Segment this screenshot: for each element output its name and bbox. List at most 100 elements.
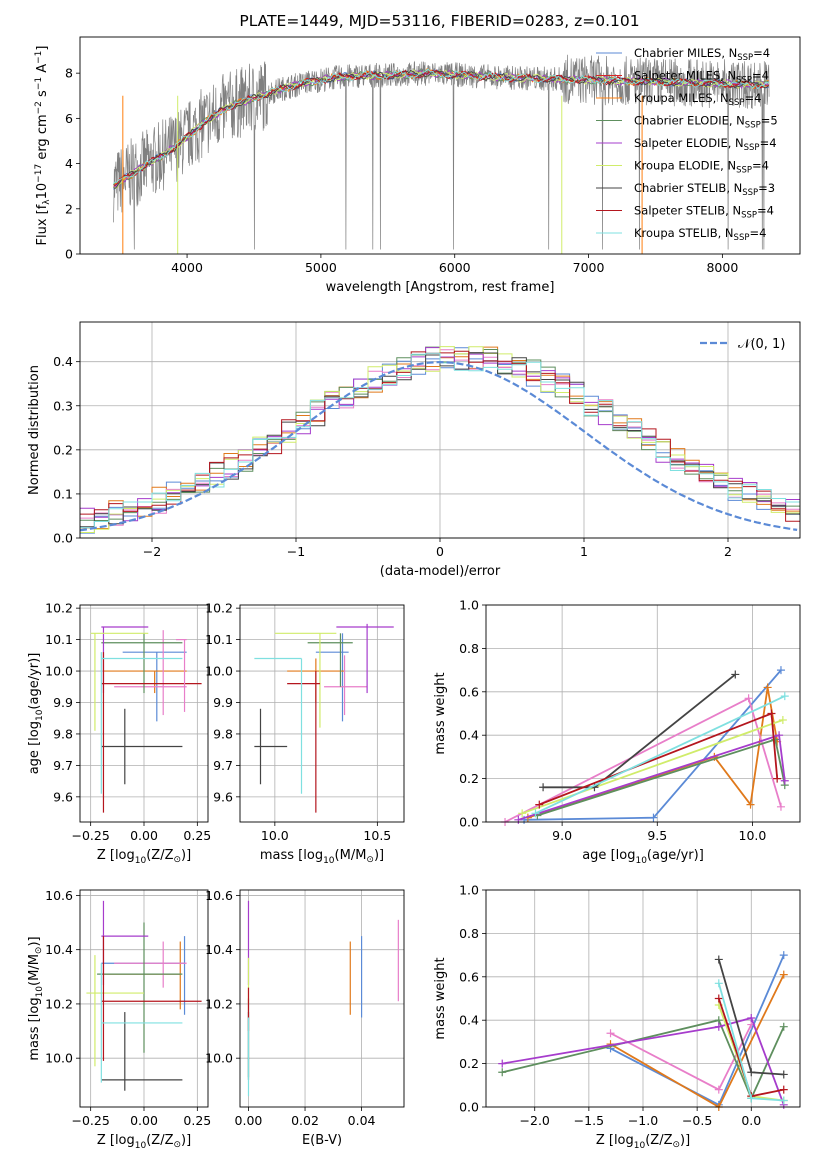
x-axis-label: age [log10(age/yr)] bbox=[582, 848, 704, 866]
legend-entry: Chabrier STELIB, NSSP=3 bbox=[634, 181, 775, 198]
weight-line bbox=[535, 695, 786, 815]
x-tick-label: 0.02 bbox=[291, 1113, 319, 1128]
legend-entry: Salpeter STELIB, NSSP=4 bbox=[634, 204, 774, 221]
weight-line bbox=[543, 673, 736, 789]
weight-marker bbox=[776, 802, 785, 811]
x-tick-label: −2 bbox=[143, 544, 161, 559]
y-tick-label: 9.9 bbox=[213, 695, 233, 710]
y-tick-label: 0.0 bbox=[459, 815, 479, 830]
y-tick-label: 0.6 bbox=[459, 969, 479, 984]
y-tick-label: 0.2 bbox=[459, 771, 479, 786]
legend-entry: 𝒩(0, 1) bbox=[738, 337, 785, 352]
y-tick-label: 9.8 bbox=[213, 726, 233, 741]
y-axis-label: Flux [fλ10−17 erg cm−2 s−1 A−1] bbox=[34, 46, 52, 246]
y-tick-label: 6 bbox=[65, 111, 73, 126]
y-tick-label: 10.4 bbox=[45, 942, 73, 957]
y-tick-label: 1.0 bbox=[459, 598, 479, 613]
axes-frame bbox=[79, 321, 801, 539]
weight-marker bbox=[779, 1070, 788, 1079]
weight-marker bbox=[775, 731, 784, 740]
x-axis-label: (data-model)/error bbox=[380, 564, 501, 579]
weight-marker bbox=[744, 694, 753, 703]
panel-weight-vs-age: 9.0 9.5 10.0 0.0 0.2 0.4 0.6 0.8 1.0 age [log10(a… bbox=[433, 598, 801, 866]
model-spectrum-line bbox=[113, 68, 769, 185]
weight-marker bbox=[514, 815, 523, 824]
weight-marker bbox=[779, 1085, 788, 1094]
weight-line bbox=[538, 712, 779, 806]
gaussian-curve bbox=[80, 360, 798, 532]
weight-line bbox=[521, 719, 784, 815]
x-tick-label: 4000 bbox=[171, 260, 203, 275]
axes-frame bbox=[79, 889, 209, 1108]
y-tick-label: 10.2 bbox=[205, 996, 233, 1011]
y-tick-label: 10.2 bbox=[45, 601, 73, 616]
y-tick-label: 0 bbox=[65, 247, 73, 262]
x-axis-label: wavelength [Angstrom, rest frame] bbox=[326, 280, 555, 295]
x-tick-label: 0.25 bbox=[183, 828, 211, 843]
y-tick-label: 1.0 bbox=[459, 883, 479, 898]
x-tick-label: 7000 bbox=[573, 260, 605, 275]
model-spectrum-line bbox=[113, 69, 769, 189]
x-tick-label: 9.0 bbox=[552, 828, 572, 843]
axes-frame bbox=[239, 604, 405, 823]
x-tick-label: 0.00 bbox=[130, 1113, 158, 1128]
weight-marker bbox=[767, 709, 776, 718]
weight-marker bbox=[714, 994, 723, 1003]
y-tick-label: 0.6 bbox=[459, 684, 479, 699]
y-axis-label: mass weight bbox=[433, 957, 448, 1039]
weight-marker bbox=[763, 683, 772, 692]
y-tick-label: 0.4 bbox=[53, 354, 73, 369]
weight-marker bbox=[779, 1096, 788, 1105]
panel-mass-vs-EBV: 0.00 0.02 0.04 10.0 10.2 10.4 10.6 E(B-V) bbox=[205, 888, 405, 1148]
y-tick-label: 4 bbox=[65, 156, 73, 171]
panel-mass-vs-Z: −0.25 0.00 0.25 10.0 10.2 10.4 10.6 Z [log10(Z/… bbox=[27, 888, 211, 1151]
x-tick-label: 10.5 bbox=[363, 828, 391, 843]
x-axis-label: Z [log10(Z/Z⊙)] bbox=[97, 1133, 191, 1151]
x-tick-label: 2 bbox=[724, 544, 732, 559]
x-tick-label: −0.25 bbox=[72, 1113, 110, 1128]
legend-entry: Salpeter ELODIE, NSSP=4 bbox=[634, 136, 777, 153]
weight-marker bbox=[747, 1068, 756, 1077]
x-tick-label: 5000 bbox=[305, 260, 337, 275]
weight-marker bbox=[746, 800, 755, 809]
x-axis-label: Z [log10(Z/Z⊙)] bbox=[596, 1133, 690, 1151]
x-axis-label: Z [log10(Z/Z⊙)] bbox=[97, 848, 191, 866]
weight-marker bbox=[776, 666, 785, 675]
x-tick-label: 6000 bbox=[439, 260, 471, 275]
x-tick-label: 0.04 bbox=[348, 1113, 376, 1128]
x-tick-label: 0.25 bbox=[183, 1113, 211, 1128]
y-tick-label: 10.1 bbox=[45, 632, 73, 647]
x-tick-label: −0.25 bbox=[72, 828, 110, 843]
x-tick-label: −1.5 bbox=[574, 1113, 604, 1128]
y-tick-label: 10.0 bbox=[45, 664, 73, 679]
x-tick-label: 9.5 bbox=[647, 828, 667, 843]
figure-title: PLATE=1449, MJD=53116, FIBERID=0283, z=0… bbox=[239, 12, 640, 30]
weight-marker bbox=[779, 970, 788, 979]
y-tick-label: 0.2 bbox=[53, 442, 73, 457]
y-tick-label: 10.1 bbox=[205, 632, 233, 647]
y-tick-label: 9.6 bbox=[213, 789, 233, 804]
weight-marker bbox=[535, 800, 544, 809]
y-tick-label: 0.4 bbox=[459, 728, 479, 743]
y-tick-label: 0.0 bbox=[459, 1100, 479, 1115]
weight-marker bbox=[606, 1029, 615, 1038]
histogram-area bbox=[80, 346, 800, 534]
y-tick-label: 10.2 bbox=[205, 601, 233, 616]
weight-marker bbox=[779, 951, 788, 960]
x-tick-label: 0.00 bbox=[235, 1113, 263, 1128]
y-tick-label: 8 bbox=[65, 66, 73, 81]
panel-age-vs-Z: −0.25 0.00 0.25 9.6 9.7 9.8 9.9 10.0 10.1 10.2 Z [… bbox=[27, 601, 211, 866]
x-tick-label: 1 bbox=[580, 544, 588, 559]
weight-marker bbox=[747, 1014, 756, 1023]
weight-marker bbox=[714, 955, 723, 964]
x-tick-label: −0.5 bbox=[682, 1113, 712, 1128]
weight-marker bbox=[649, 813, 658, 822]
weight-marker bbox=[539, 783, 548, 792]
weight-marker bbox=[531, 809, 540, 818]
panel-age-vs-mass: 10.0 10.5 9.6 9.7 9.8 9.9 10.0 10.1 10.2 mass [lo… bbox=[205, 601, 405, 866]
legend-entry: Chabrier MILES, NSSP=4 bbox=[634, 46, 770, 63]
y-axis-label: age [log10(age/yr)] bbox=[27, 653, 45, 775]
weight-marker bbox=[780, 692, 789, 701]
model-spectrum-line bbox=[113, 69, 769, 187]
weight-marker bbox=[714, 1022, 723, 1031]
